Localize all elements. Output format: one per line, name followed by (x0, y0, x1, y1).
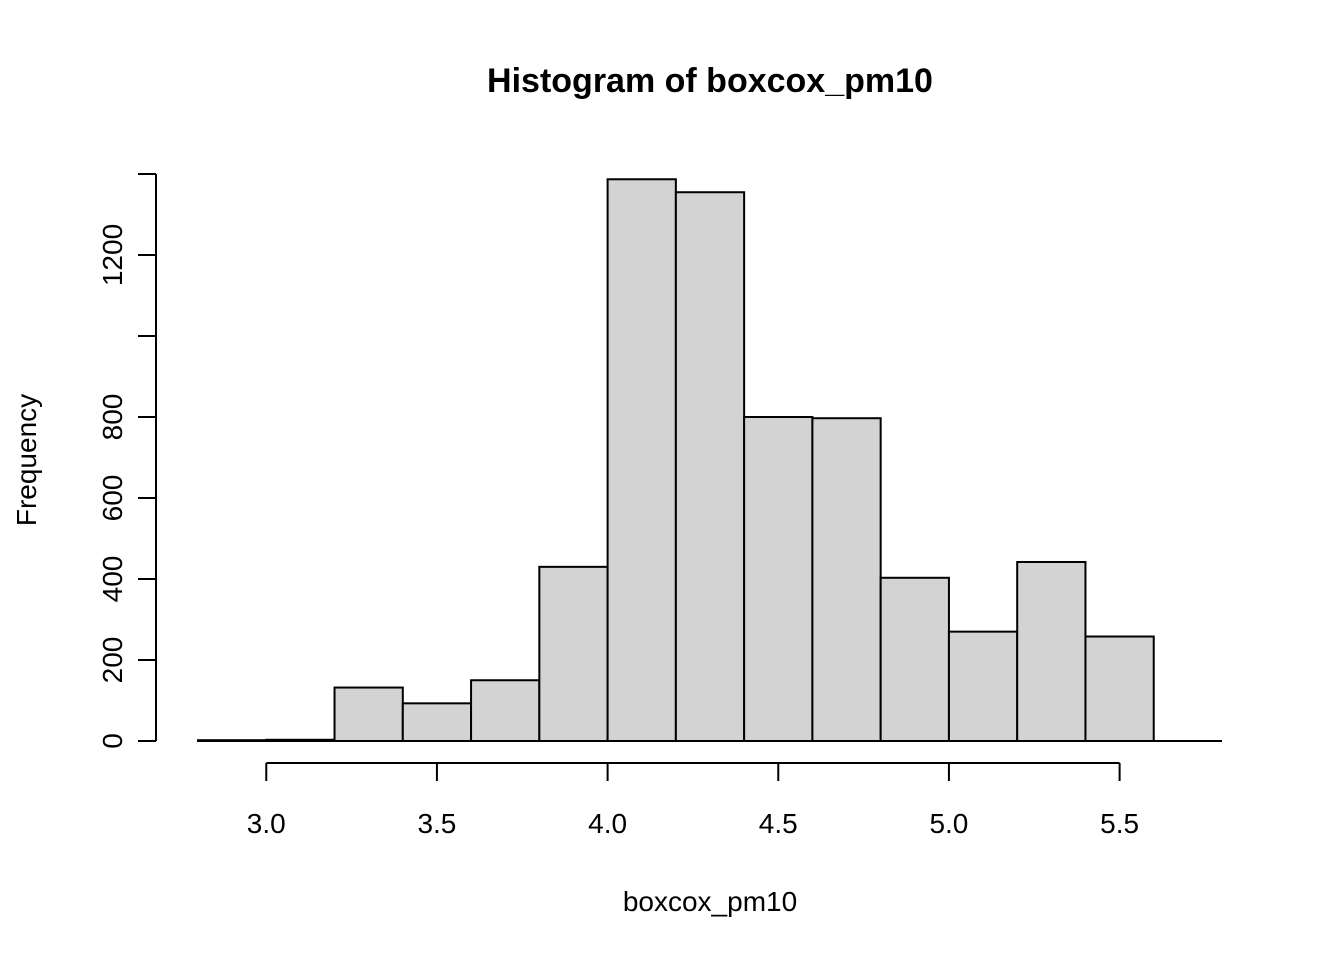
histogram-bars (197, 178, 1155, 743)
x-axis: 3.0 3.5 4.0 4.5 5.0 5.5 (247, 762, 1139, 839)
x-axis-label: boxcox_pm10 (623, 886, 797, 917)
x-tick-label: 4.0 (588, 808, 627, 839)
x-tick-label: 5.0 (929, 808, 968, 839)
histogram-bar-2 (333, 686, 404, 742)
histogram-bar-8 (743, 416, 814, 742)
x-tick-label: 5.5 (1100, 808, 1139, 839)
y-tick-label: 200 (97, 637, 128, 684)
x-tick-label: 3.0 (247, 808, 286, 839)
histogram-bar-12 (1016, 560, 1087, 742)
x-tick-label: 3.5 (417, 808, 456, 839)
histogram-bar-5 (538, 565, 609, 742)
y-tick-label: 0 (97, 733, 128, 749)
histogram-bar-9 (811, 417, 882, 742)
histogram-bar-13 (1084, 635, 1155, 743)
histogram-bar-3 (401, 702, 473, 743)
chart-title: Histogram of boxcox_pm10 (487, 62, 933, 100)
histogram-bar-4 (470, 679, 541, 742)
y-tick-label: 400 (97, 556, 128, 603)
histogram-bar-7 (674, 191, 746, 743)
x-tick-label: 4.5 (759, 808, 798, 839)
histogram-bar-11 (947, 630, 1019, 743)
y-axis: 0 200 400 600 800 1200 (97, 173, 157, 749)
y-axis-label: Frequency (11, 394, 42, 526)
y-tick-label: 600 (97, 475, 128, 522)
y-tick-label: 1200 (97, 224, 128, 286)
histogram-bar-6 (606, 178, 677, 742)
y-tick-label: 800 (97, 394, 128, 441)
histogram-bar-10 (879, 576, 950, 742)
